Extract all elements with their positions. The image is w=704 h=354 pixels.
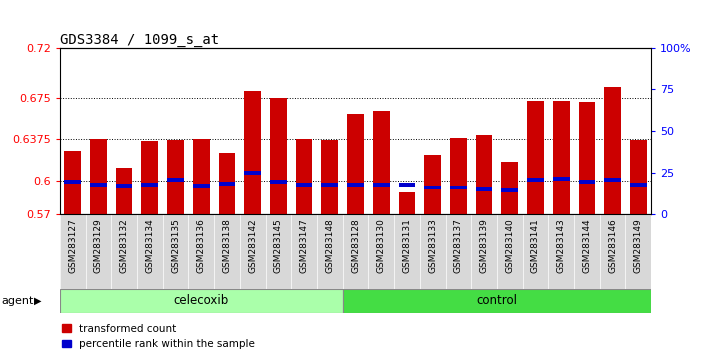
Bar: [90, 183, 107, 187]
Bar: [296, 139, 313, 214]
Bar: [343, 289, 651, 313]
Text: ▶: ▶: [34, 296, 42, 306]
Text: GSM283148: GSM283148: [325, 218, 334, 273]
Bar: [373, 183, 389, 187]
Bar: [167, 140, 184, 214]
Text: GSM283135: GSM283135: [171, 218, 180, 273]
Bar: [142, 183, 158, 187]
Bar: [425, 155, 441, 214]
Text: GSM283137: GSM283137: [454, 218, 463, 273]
Text: control: control: [477, 295, 517, 307]
Bar: [322, 183, 338, 187]
Bar: [244, 91, 261, 214]
Text: GSM283144: GSM283144: [582, 218, 591, 273]
Bar: [630, 183, 647, 187]
Bar: [322, 140, 338, 214]
Text: GSM283139: GSM283139: [479, 218, 489, 273]
Bar: [425, 185, 441, 189]
Bar: [167, 178, 184, 182]
Bar: [270, 98, 287, 214]
Text: GSM283129: GSM283129: [94, 218, 103, 273]
Text: GSM283133: GSM283133: [428, 218, 437, 273]
Bar: [347, 183, 364, 187]
Text: GDS3384 / 1099_s_at: GDS3384 / 1099_s_at: [60, 33, 219, 47]
Bar: [64, 151, 81, 214]
Text: GSM283132: GSM283132: [120, 218, 129, 273]
Text: GSM283127: GSM283127: [68, 218, 77, 273]
Bar: [64, 180, 81, 184]
Bar: [553, 177, 570, 181]
Bar: [115, 184, 132, 188]
Bar: [604, 87, 621, 214]
Text: GSM283149: GSM283149: [634, 218, 643, 273]
Bar: [501, 188, 518, 192]
Bar: [296, 183, 313, 187]
Text: GSM283136: GSM283136: [196, 218, 206, 273]
Bar: [90, 139, 107, 214]
Bar: [219, 182, 235, 186]
Text: GSM283142: GSM283142: [249, 218, 257, 273]
Legend: transformed count, percentile rank within the sample: transformed count, percentile rank withi…: [61, 324, 255, 349]
Text: GSM283141: GSM283141: [531, 218, 540, 273]
Bar: [604, 178, 621, 182]
Bar: [476, 187, 492, 190]
Bar: [142, 141, 158, 214]
Bar: [219, 153, 235, 214]
Bar: [398, 192, 415, 214]
Bar: [60, 289, 343, 313]
Text: celecoxib: celecoxib: [174, 295, 229, 307]
Bar: [630, 140, 647, 214]
Bar: [527, 101, 544, 214]
Bar: [270, 180, 287, 184]
Bar: [579, 180, 596, 184]
Bar: [193, 184, 210, 188]
Bar: [347, 114, 364, 214]
Bar: [553, 101, 570, 214]
Bar: [398, 183, 415, 187]
Text: GSM283147: GSM283147: [300, 218, 308, 273]
Bar: [501, 162, 518, 214]
Text: GSM283145: GSM283145: [274, 218, 283, 273]
Bar: [476, 136, 492, 214]
Bar: [115, 167, 132, 214]
Text: GSM283140: GSM283140: [505, 218, 515, 273]
Bar: [373, 111, 389, 214]
Bar: [244, 171, 261, 175]
Bar: [450, 138, 467, 214]
Bar: [579, 102, 596, 214]
Bar: [193, 139, 210, 214]
Text: GSM283143: GSM283143: [557, 218, 566, 273]
Text: GSM283128: GSM283128: [351, 218, 360, 273]
Bar: [450, 185, 467, 189]
Bar: [527, 178, 544, 182]
Text: GSM283131: GSM283131: [403, 218, 411, 273]
Text: GSM283134: GSM283134: [145, 218, 154, 273]
Text: GSM283146: GSM283146: [608, 218, 617, 273]
Text: agent: agent: [1, 296, 34, 306]
Text: GSM283130: GSM283130: [377, 218, 386, 273]
Text: GSM283138: GSM283138: [222, 218, 232, 273]
